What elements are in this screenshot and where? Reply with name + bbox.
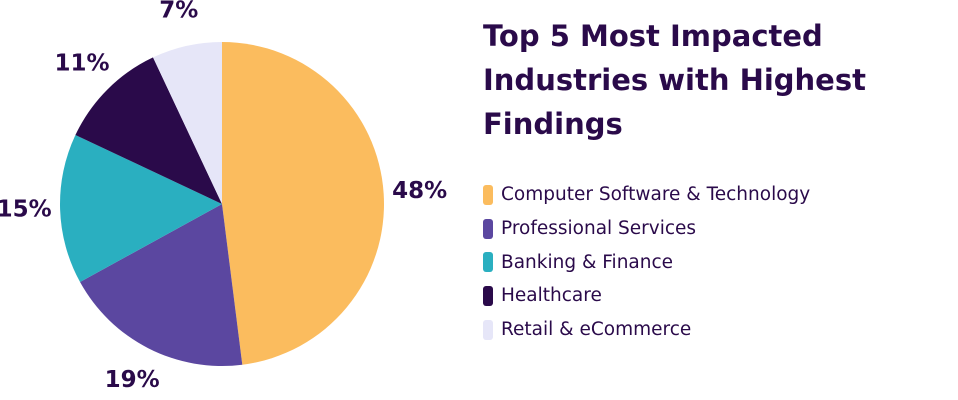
slice-label: 19% [105,367,160,393]
legend-swatch [483,252,493,273]
legend-swatch [483,218,493,239]
legend-swatch [483,319,493,340]
legend-item: Retail & eCommerce [483,313,810,347]
pie-slice [153,42,222,204]
slice-label: 11% [54,50,109,76]
pie-slice [75,57,222,205]
legend-label: Computer Software & Technology [501,184,811,206]
legend: Computer Software & Technology Profession… [483,178,810,346]
pie-slice [60,135,222,283]
legend-swatch [483,285,493,306]
pie-slice [80,204,243,366]
pie-chart: 48% 19% 15% 11% 7% [0,0,447,393]
pie-slice [222,42,385,365]
legend-item: Computer Software & Technology [483,178,810,212]
legend-label: Retail & eCommerce [501,319,692,341]
legend-item: Healthcare [483,279,810,313]
legend-swatch [483,184,493,205]
legend-item: Banking & Finance [483,245,810,279]
legend-label: Healthcare [501,285,602,307]
slice-label: 48% [392,178,447,204]
slice-label: 15% [0,197,52,223]
chart-title: Top 5 Most Impacted Industries with High… [483,19,866,141]
slice-label: 7% [159,0,198,23]
legend-label: Professional Services [501,218,697,240]
legend-label: Banking & Finance [501,251,674,273]
legend-item: Professional Services [483,212,810,246]
